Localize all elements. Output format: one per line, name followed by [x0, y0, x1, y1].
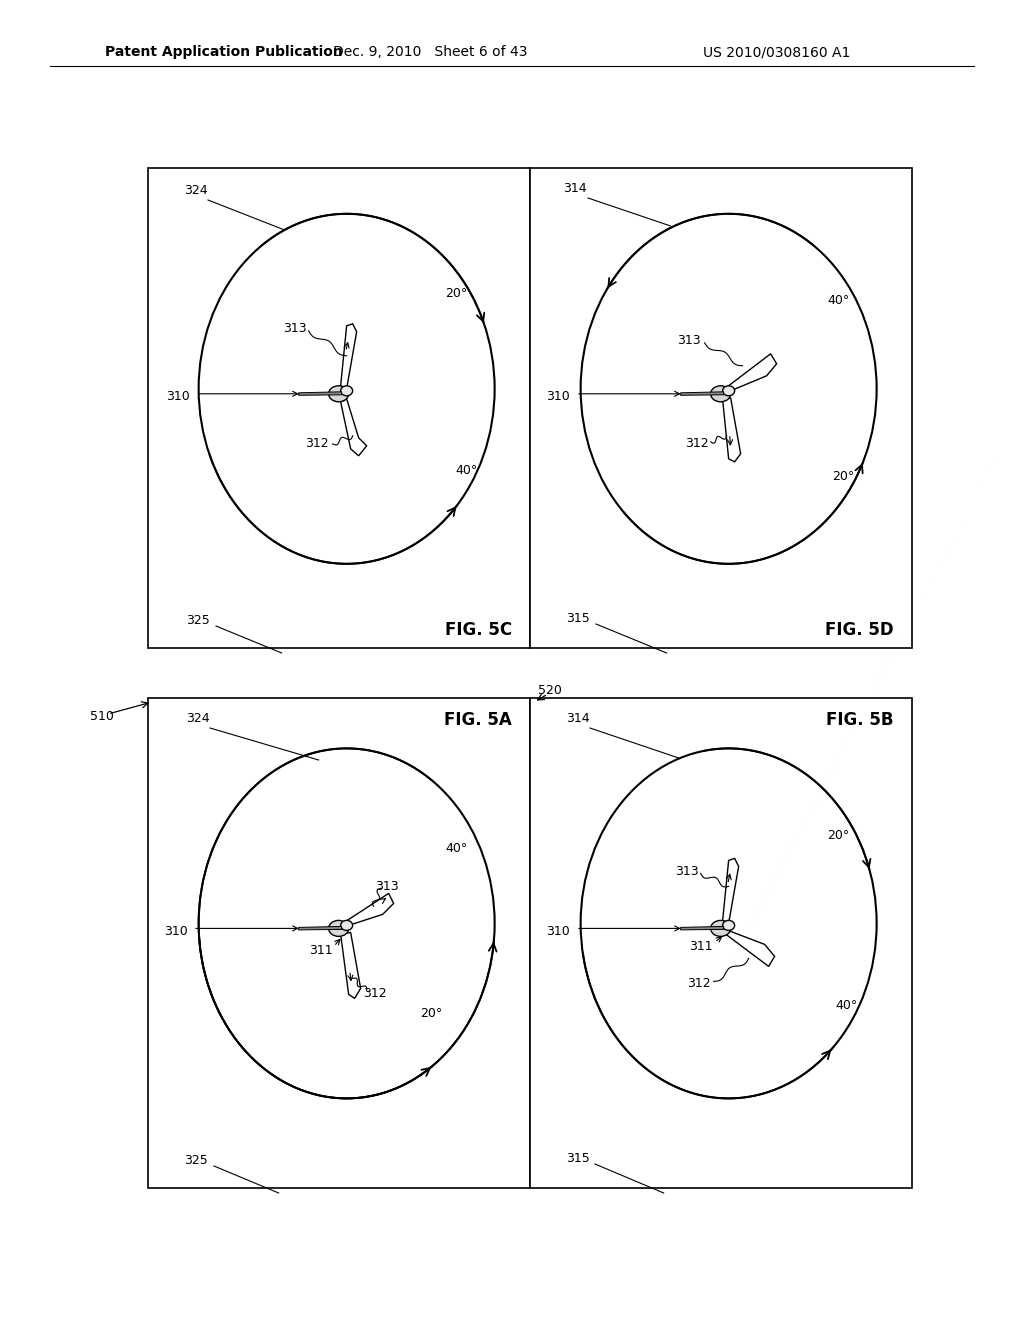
Ellipse shape	[199, 214, 495, 564]
Bar	[148, 168, 530, 648]
Ellipse shape	[723, 920, 734, 931]
Polygon shape	[299, 392, 342, 395]
Polygon shape	[341, 399, 367, 455]
Text: 312: 312	[305, 437, 329, 450]
Text: 314: 314	[563, 181, 587, 194]
Text: 315: 315	[566, 1151, 590, 1164]
Ellipse shape	[711, 920, 731, 936]
Text: 312: 312	[685, 437, 709, 450]
Polygon shape	[723, 858, 738, 924]
Polygon shape	[681, 392, 724, 395]
Ellipse shape	[329, 920, 348, 936]
Polygon shape	[341, 932, 360, 998]
Text: 315: 315	[566, 611, 590, 624]
Text: US 2010/0308160 A1: US 2010/0308160 A1	[702, 45, 850, 59]
Ellipse shape	[341, 385, 352, 396]
Text: 310: 310	[546, 391, 570, 404]
Ellipse shape	[581, 214, 877, 564]
Text: Dec. 9, 2010   Sheet 6 of 43: Dec. 9, 2010 Sheet 6 of 43	[333, 45, 527, 59]
Polygon shape	[723, 397, 740, 462]
Text: 20°: 20°	[827, 829, 850, 842]
Text: 311: 311	[689, 940, 713, 953]
Text: 324: 324	[184, 183, 208, 197]
Text: Patent Application Publication: Patent Application Publication	[105, 45, 343, 59]
Text: 325: 325	[186, 614, 210, 627]
Text: 325: 325	[184, 1154, 208, 1167]
Ellipse shape	[581, 748, 877, 1098]
Ellipse shape	[341, 920, 352, 931]
Polygon shape	[341, 323, 356, 389]
Text: 20°: 20°	[421, 1007, 442, 1020]
Polygon shape	[343, 894, 393, 925]
Text: 313: 313	[283, 322, 306, 335]
Bar	[530, 168, 912, 648]
Polygon shape	[725, 932, 774, 966]
Text: FIG. 5A: FIG. 5A	[444, 711, 512, 729]
Ellipse shape	[723, 385, 734, 396]
Text: 314: 314	[566, 711, 590, 725]
Text: 20°: 20°	[833, 470, 855, 483]
Bar	[530, 698, 912, 1188]
Polygon shape	[725, 354, 776, 391]
Bar	[148, 698, 530, 1188]
Text: 312: 312	[687, 977, 711, 990]
Text: 310: 310	[166, 391, 189, 404]
Text: 313: 313	[677, 334, 700, 347]
Text: 313: 313	[675, 865, 698, 878]
Text: 324: 324	[186, 711, 210, 725]
Ellipse shape	[711, 385, 731, 401]
Text: 312: 312	[362, 987, 386, 1001]
Text: 313: 313	[375, 880, 398, 892]
Text: 40°: 40°	[827, 294, 850, 308]
Text: FIG. 5D: FIG. 5D	[825, 620, 894, 639]
Text: 40°: 40°	[456, 465, 478, 478]
Text: 510: 510	[90, 710, 114, 722]
Text: 310: 310	[546, 925, 570, 939]
Text: 20°: 20°	[445, 288, 468, 300]
Text: 40°: 40°	[836, 999, 858, 1012]
Polygon shape	[681, 927, 724, 929]
Text: 520: 520	[538, 684, 562, 697]
Text: 310: 310	[164, 925, 187, 939]
Text: 40°: 40°	[445, 842, 468, 855]
Text: 311: 311	[309, 944, 333, 957]
Polygon shape	[299, 927, 342, 929]
Ellipse shape	[199, 748, 495, 1098]
Ellipse shape	[329, 385, 348, 401]
Text: FIG. 5C: FIG. 5C	[444, 620, 512, 639]
Text: FIG. 5B: FIG. 5B	[826, 711, 894, 729]
